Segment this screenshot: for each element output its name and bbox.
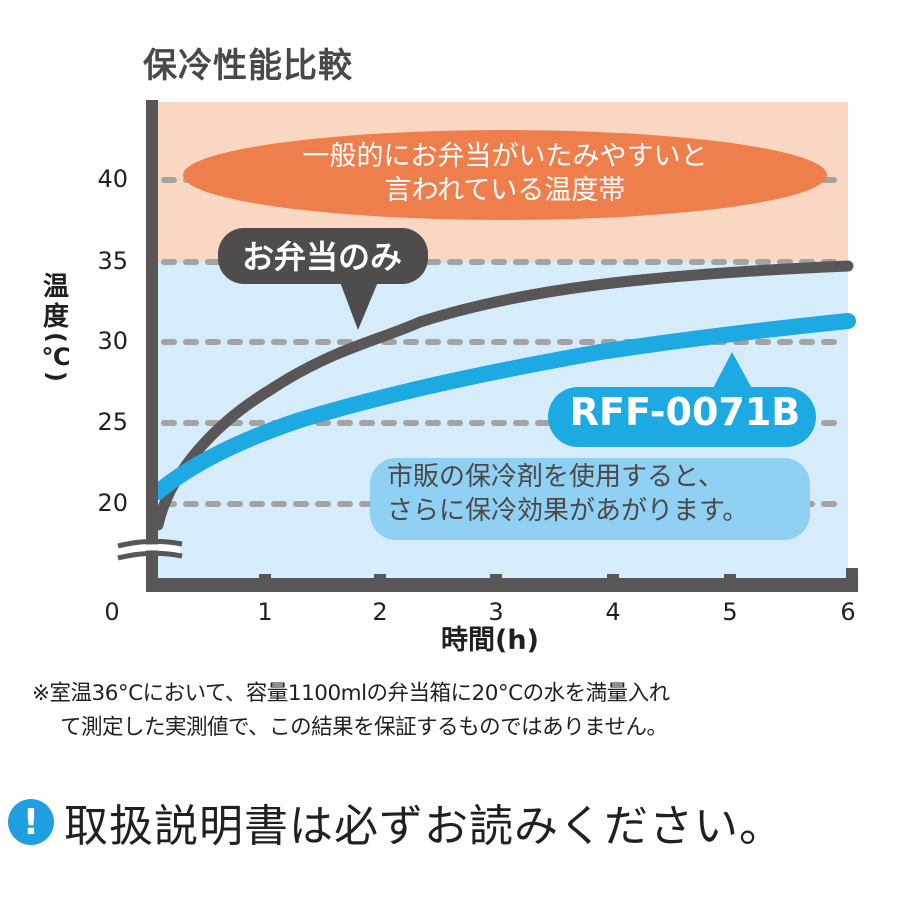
axes [146,100,858,592]
ice-pack-box [370,458,810,540]
x-tick-3: 3 [488,598,504,626]
danger-zone-ellipse [183,130,827,220]
y-tick-30: 30 [97,327,128,355]
axis-break-icon [117,538,183,561]
x-axis-label: 時間(h) [441,625,539,656]
bento-only-label: お弁当のみ [241,238,402,276]
x-tick-6: 6 [840,598,856,626]
x-tick-1: 1 [257,598,273,626]
bento-only-line [152,260,854,531]
danger-zone-label: 一般的にお弁当がいたみやすいと 言われている温度帯 [200,140,810,208]
y-tick-25: 25 [97,408,128,436]
x-tick-4: 4 [605,598,621,626]
x-tick-2: 2 [372,598,388,626]
ice-pack-line-2: さらに保冷効果があがります。 [387,496,749,526]
exclamation-icon: ! [8,799,54,845]
warning-text: 取扱説明書は必ずお読みください。 [64,801,784,852]
chart-title: 保冷性能比較 [143,46,353,86]
y-axis-label: 温 度 (℃) [38,272,74,382]
bento-only-callout [218,228,428,330]
y-tick-35: 35 [97,247,128,275]
model-line [150,313,856,500]
model-callout [548,352,816,447]
ice-pack-line-1: 市販の保冷剤を使用すると、 [387,462,724,492]
y-label-char-2: 度 [42,302,69,332]
y-label-char-1: 温 [42,272,69,302]
footnote-line-1: ※室温36°Cにおいて、容量1100mlの弁当箱に20°Cの水を満量入れ [32,681,670,706]
warning-banner: ! 取扱説明書は必ずお読みください。 [8,790,784,854]
model-label: RFF-0071B [569,390,801,434]
y-tick-40: 40 [97,165,128,193]
danger-zone-line-1: 一般的にお弁当がいたみやすいと [302,141,708,172]
ice-pack-label: 市販の保冷剤を使用すると、 さらに保冷効果があがります。 [375,460,817,528]
danger-zone-line-2: 言われている温度帯 [384,175,626,206]
y-label-unit: (℃) [42,332,70,382]
x-tick-0: 0 [104,598,120,626]
x-tick-5: 5 [722,598,738,626]
footnote-line-2: て測定した実測値で、この結果を保証するものではありません。 [60,715,668,740]
y-tick-20: 20 [97,489,128,517]
